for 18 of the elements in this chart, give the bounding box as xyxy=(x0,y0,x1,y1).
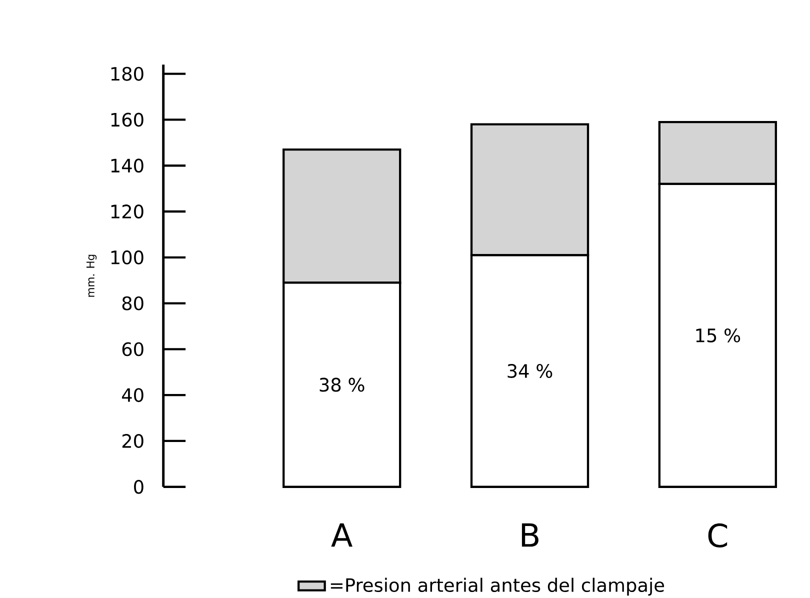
y-tick-label: 40 xyxy=(122,388,144,402)
y-tick-label: 60 xyxy=(122,342,144,356)
y-tick-label: 20 xyxy=(122,434,144,448)
y-axis-title: mm. Hg xyxy=(86,254,97,297)
annotation: 15 % xyxy=(696,328,740,342)
y-tick-label: 180 xyxy=(111,66,144,81)
x-tick-label: B xyxy=(522,523,538,547)
x-tick-label: C xyxy=(708,523,728,548)
y-tick-label: 0 xyxy=(134,480,144,494)
annotation: 38 % xyxy=(320,378,364,392)
y-tick-label: 120 xyxy=(111,204,144,218)
y-tick-label: 80 xyxy=(122,296,144,310)
x-tick-label: A xyxy=(331,523,352,547)
y-tick-label: 100 xyxy=(111,250,144,264)
annotation: 34 % xyxy=(508,364,552,378)
y-tick-label: 160 xyxy=(111,112,144,127)
y-tick-label: 140 xyxy=(111,158,144,173)
legend-label: =Presion arterial antes del clampaje xyxy=(330,578,664,596)
